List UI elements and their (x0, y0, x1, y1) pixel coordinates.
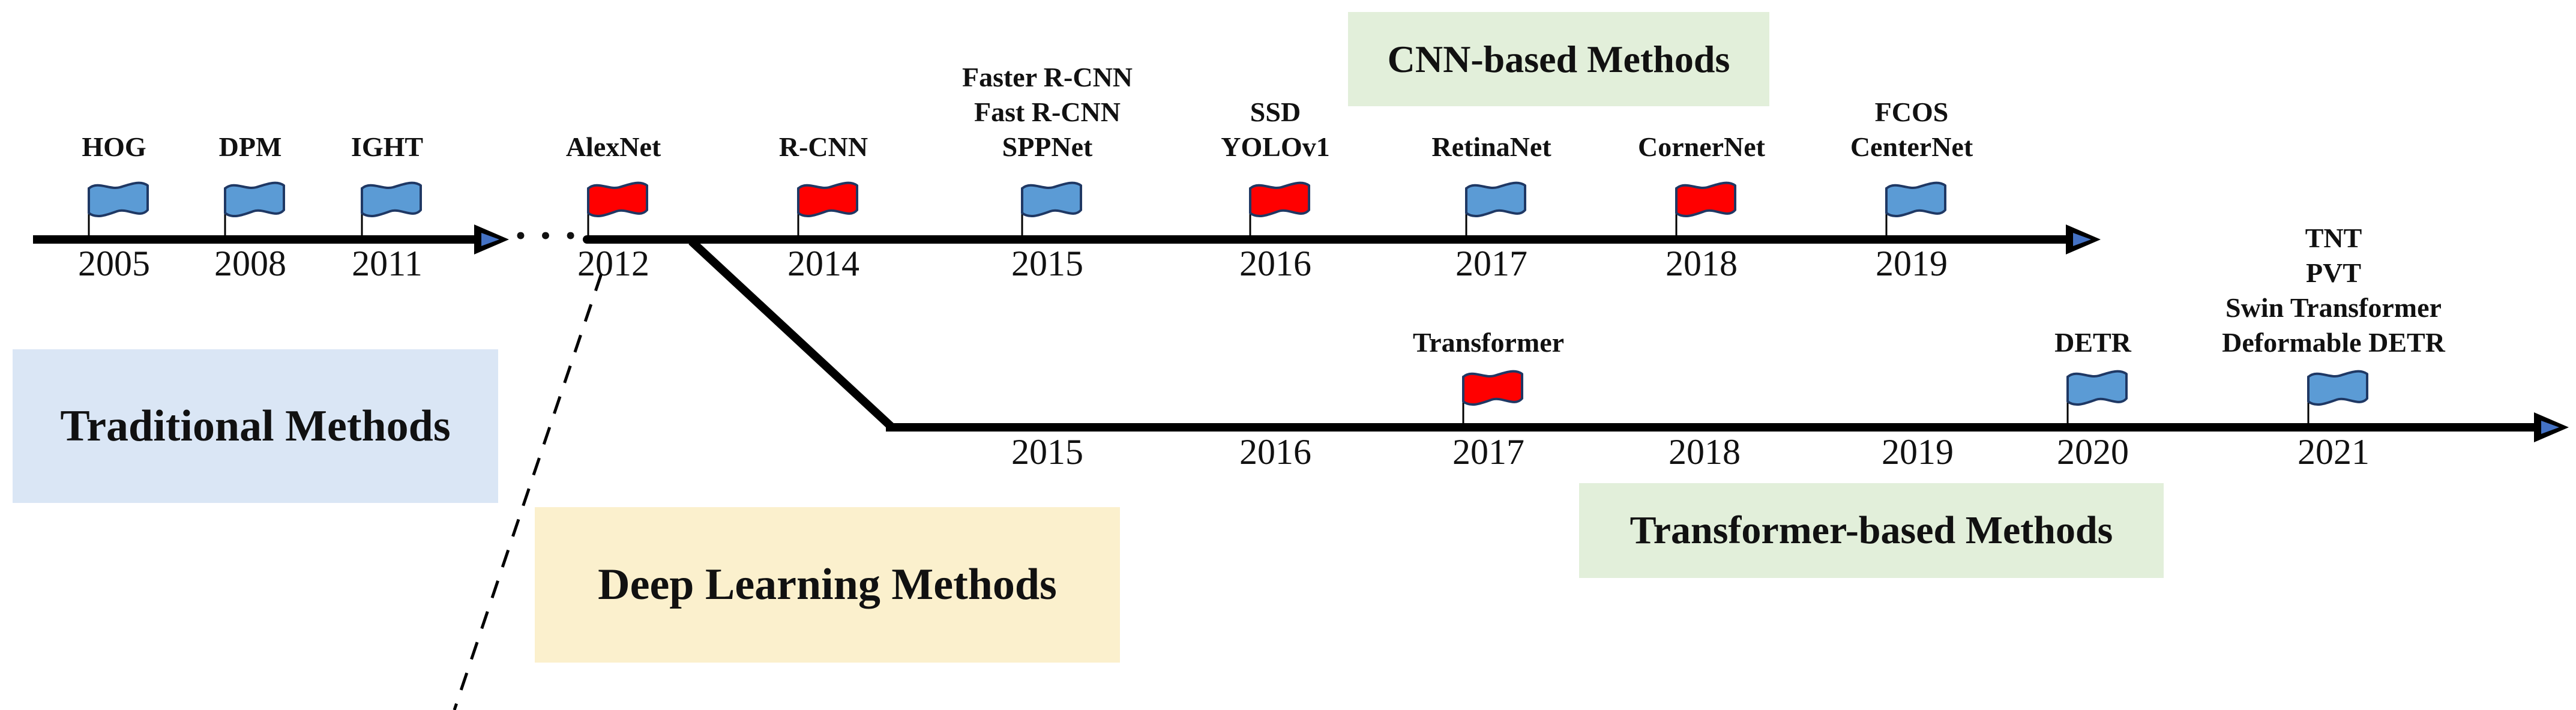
method-label-line: AlexNet (565, 131, 661, 162)
method-label-line: RetinaNet (1431, 131, 1551, 162)
deep-learning-methods-label: Deep Learning Methods (598, 560, 1057, 609)
flag-icon (796, 181, 859, 241)
method-label: CornerNet (1638, 130, 1765, 164)
method-label-line: Fast R-CNN (974, 97, 1121, 127)
method-label-line: CornerNet (1637, 131, 1766, 162)
timeline-branch-diagonal (688, 238, 894, 430)
method-label-line: Swin Transformer (2225, 292, 2442, 323)
flag-icon (1885, 181, 1947, 241)
method-label: Faster R-CNN Fast R-CNN SPPNet (962, 60, 1133, 164)
year-label: 2017 (1455, 244, 1527, 283)
year-label: 2017 (1452, 432, 1524, 472)
method-label: DPM (219, 130, 282, 164)
method-label-line: Transformer (1412, 327, 1565, 358)
flag-icon (223, 181, 286, 241)
year-label: 2020 (2057, 432, 2129, 472)
method-label-line: Deformable DETR (2222, 327, 2445, 358)
method-label-line: CenterNet (1850, 131, 1973, 162)
method-label-line: IGHT (351, 131, 424, 162)
year-label: 2015 (1011, 244, 1083, 283)
flag-icon (1461, 370, 1524, 430)
method-label: SSD YOLOv1 (1221, 95, 1329, 164)
method-label-line: SSD (1250, 97, 1301, 127)
method-label: FCOS CenterNet (1850, 95, 1973, 164)
year-label: 2011 (352, 244, 423, 283)
year-label: 2008 (214, 244, 286, 283)
year-label: 2012 (577, 244, 649, 283)
flag-icon (1675, 181, 1737, 241)
flag-icon (586, 181, 649, 241)
dashed-callout-line (453, 273, 603, 710)
transformer-based-methods-box: Transformer-based Methods (1579, 483, 2164, 578)
traditional-methods-box: Traditional Methods (13, 349, 498, 503)
method-label: IGHT (351, 130, 423, 164)
method-label-line: TNT (2305, 223, 2362, 253)
method-label-line: HOG (82, 131, 146, 162)
flag-icon (2066, 370, 2128, 430)
method-label: TNT PVT Swin Transformer Deformable DETR (2222, 221, 2445, 360)
cnn-based-methods-label: CNN-based Methods (1387, 37, 1730, 80)
timeline-ellipsis: • • • (514, 224, 580, 248)
method-label-line: PVT (2306, 257, 2361, 288)
method-label: R-CNN (779, 130, 868, 164)
flag-icon (1020, 181, 1083, 241)
year-label: 2016 (1239, 432, 1311, 472)
year-label: 2015 (1011, 432, 1083, 472)
transformer-based-methods-label: Transformer-based Methods (1630, 508, 2113, 552)
arrowhead-top-inner (2073, 233, 2091, 246)
method-label-line: R-CNN (778, 131, 868, 162)
flag-icon (1248, 181, 1311, 241)
method-label: RetinaNet (1431, 130, 1551, 164)
method-label-line: DPM (218, 131, 282, 162)
flag-icon (1464, 181, 1527, 241)
deep-learning-methods-box: Deep Learning Methods (535, 507, 1120, 663)
year-label: 2019 (1876, 244, 1948, 283)
year-label: 2018 (1666, 244, 1738, 283)
year-label: 2005 (78, 244, 150, 283)
method-label-line: Faster R-CNN (961, 62, 1133, 92)
method-label-line: SPPNet (1002, 131, 1093, 162)
cnn-based-methods-box: CNN-based Methods (1348, 12, 1769, 106)
method-label-line: FCOS (1874, 97, 1949, 127)
method-label-line: DETR (2054, 327, 2131, 358)
year-label: 2021 (2298, 432, 2370, 472)
flag-icon (87, 181, 149, 241)
flag-icon (360, 181, 423, 241)
method-label: DETR (2054, 325, 2131, 360)
arrowhead-traditional-inner (481, 233, 499, 246)
method-label: AlexNet (566, 130, 661, 164)
arrowhead-bottom-inner (2541, 421, 2559, 434)
method-label: HOG (82, 130, 146, 164)
year-label: 2014 (787, 244, 859, 283)
year-label: 2016 (1239, 244, 1311, 283)
method-label-line: YOLOv1 (1221, 131, 1330, 162)
year-label: 2018 (1669, 432, 1741, 472)
year-label: 2019 (1882, 432, 1954, 472)
method-label: Transformer (1413, 325, 1564, 360)
traditional-methods-label: Traditional Methods (60, 401, 451, 451)
flag-icon (2307, 370, 2369, 430)
